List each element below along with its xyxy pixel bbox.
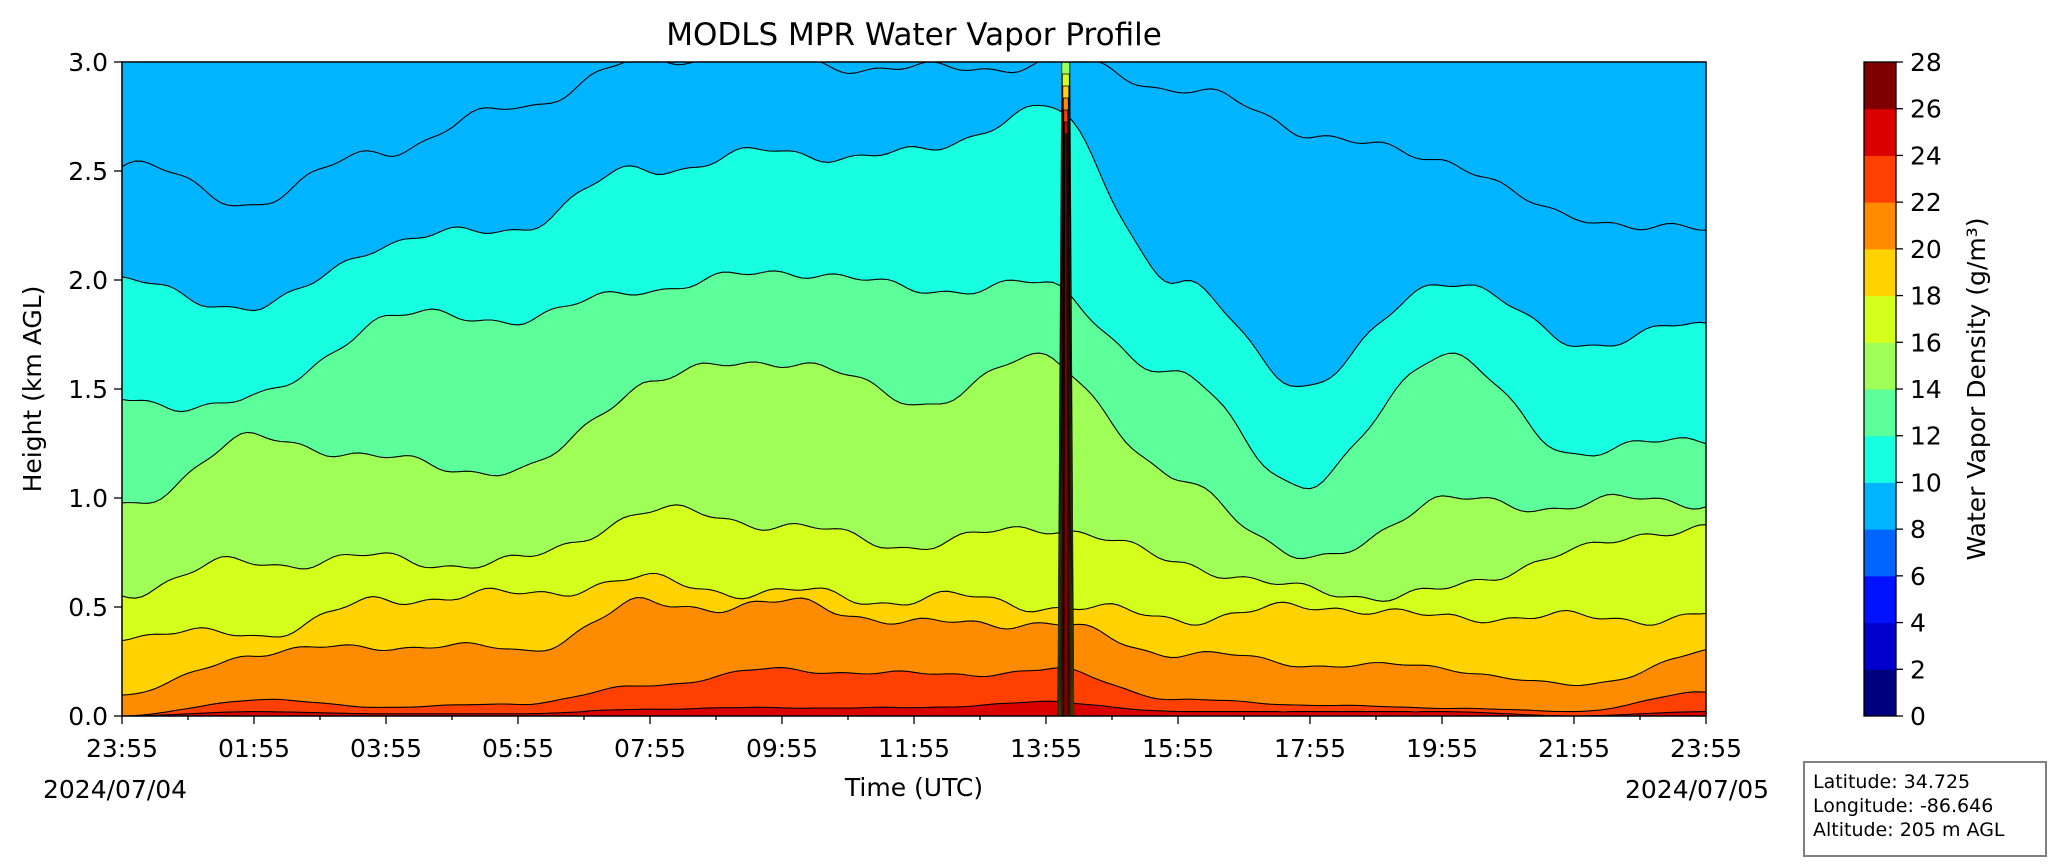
colorbar-tick-label: 6 [1910, 562, 1926, 591]
colorbar-tick-label: 28 [1910, 48, 1942, 77]
end-date-label: 2024/07/05 [1625, 775, 1769, 804]
colorbar-segment [1864, 389, 1896, 437]
y-tick-label: 3.0 [68, 48, 108, 77]
colorbar-segment [1864, 575, 1896, 624]
colorbar-segment [1864, 155, 1896, 203]
y-axis-label: Height (km AGL) [18, 286, 47, 493]
contour-band-18-to-20 [122, 597, 1706, 716]
y-tick-label: 0.0 [68, 702, 108, 731]
contour-band-20-to-22 [122, 667, 1706, 716]
x-tick-label: 03:55 [350, 734, 422, 763]
x-tick-label: 07:55 [614, 734, 686, 763]
contour-line-14 [122, 504, 1706, 602]
colorbar-label: Water Vapor Density (g/m³) [1962, 218, 1991, 561]
colorbar-segment [1864, 202, 1896, 250]
contour-line-18 [122, 596, 1706, 696]
x-tick-label: 13:55 [1010, 734, 1082, 763]
contour-line-8 [122, 104, 1706, 388]
x-tick-label: 11:55 [878, 734, 950, 763]
x-tick-label: 09:55 [746, 734, 818, 763]
longitude-text: Longitude: -86.646 [1813, 795, 1994, 817]
station-info-box: Latitude: 34.725 Longitude: -86.646 Alti… [1803, 761, 2047, 857]
y-tick-label: 1.5 [68, 375, 108, 404]
contour-plot-area [122, 62, 1706, 716]
colorbar-tick-label: 14 [1910, 375, 1942, 404]
contour-line-16 [122, 572, 1706, 642]
contour-line-10 [122, 270, 1706, 490]
colorbar-segment [1864, 622, 1896, 670]
x-tick-label: 17:55 [1274, 734, 1346, 763]
x-tick-label: 19:55 [1406, 734, 1478, 763]
x-tick-label: 15:55 [1142, 734, 1214, 763]
colorbar-tick-label: 16 [1910, 328, 1942, 357]
colorbar-tick-label: 22 [1910, 188, 1942, 217]
colorbar-tick-label: 4 [1910, 609, 1926, 638]
colorbar-tick-label: 2 [1910, 655, 1926, 684]
x-tick-label: 01:55 [218, 734, 290, 763]
spike-layer-6 [1063, 133, 1069, 716]
colorbar-tick-label: 20 [1910, 235, 1942, 264]
altitude-text: Altitude: 205 m AGL [1813, 819, 2005, 841]
contour-line-12 [122, 352, 1706, 560]
x-axis: 23:55 01:55 03:55 05:55 07:55 09:55 11:55 13:55… [86, 716, 1742, 763]
contour-band-22-to-24 [122, 701, 1706, 716]
colorbar-segment [1864, 669, 1896, 717]
latitude-text: Latitude: 34.725 [1813, 771, 1971, 793]
contour-line-20 [122, 667, 1706, 716]
colorbar-tick-label: 10 [1910, 468, 1942, 497]
x-tick-label: 05:55 [482, 734, 554, 763]
chart-title: MODLS MPR Water Vapor Profile [666, 17, 1162, 53]
contour-line-22 [122, 700, 1706, 716]
colorbar-segment [1864, 62, 1896, 110]
colorbar-segment [1864, 248, 1896, 297]
colorbar-tick-label: 12 [1910, 422, 1942, 451]
colorbar-tick-label: 24 [1910, 141, 1942, 170]
y-axis: 0.0 0.5 1.0 1.5 2.0 2.5 3.0 [68, 48, 122, 731]
y-tick-label: 0.5 [68, 593, 108, 622]
colorbar-segment [1864, 529, 1896, 577]
x-tick-label: 23:55 [1670, 734, 1742, 763]
y-tick-label: 1.0 [68, 484, 108, 513]
x-tick-label: 23:55 [86, 734, 158, 763]
colorbar-segment [1864, 342, 1896, 390]
colorbar-segment [1864, 295, 1896, 343]
x-tick-label: 21:55 [1538, 734, 1610, 763]
start-date-label: 2024/07/04 [43, 775, 187, 804]
colorbar-segment [1864, 482, 1896, 530]
x-axis-label: Time (UTC) [844, 773, 983, 802]
contour-line-6 [122, 62, 1706, 231]
colorbar-tick-label: 8 [1910, 515, 1926, 544]
colorbar-tick-label: 26 [1910, 95, 1942, 124]
colorbar-segment [1864, 108, 1896, 156]
colorbar-segment [1864, 435, 1896, 483]
colorbar-tick-label: 0 [1910, 702, 1926, 731]
y-tick-label: 2.5 [68, 157, 108, 186]
colorbar-tick-label: 18 [1910, 282, 1942, 311]
y-tick-label: 2.0 [68, 266, 108, 295]
